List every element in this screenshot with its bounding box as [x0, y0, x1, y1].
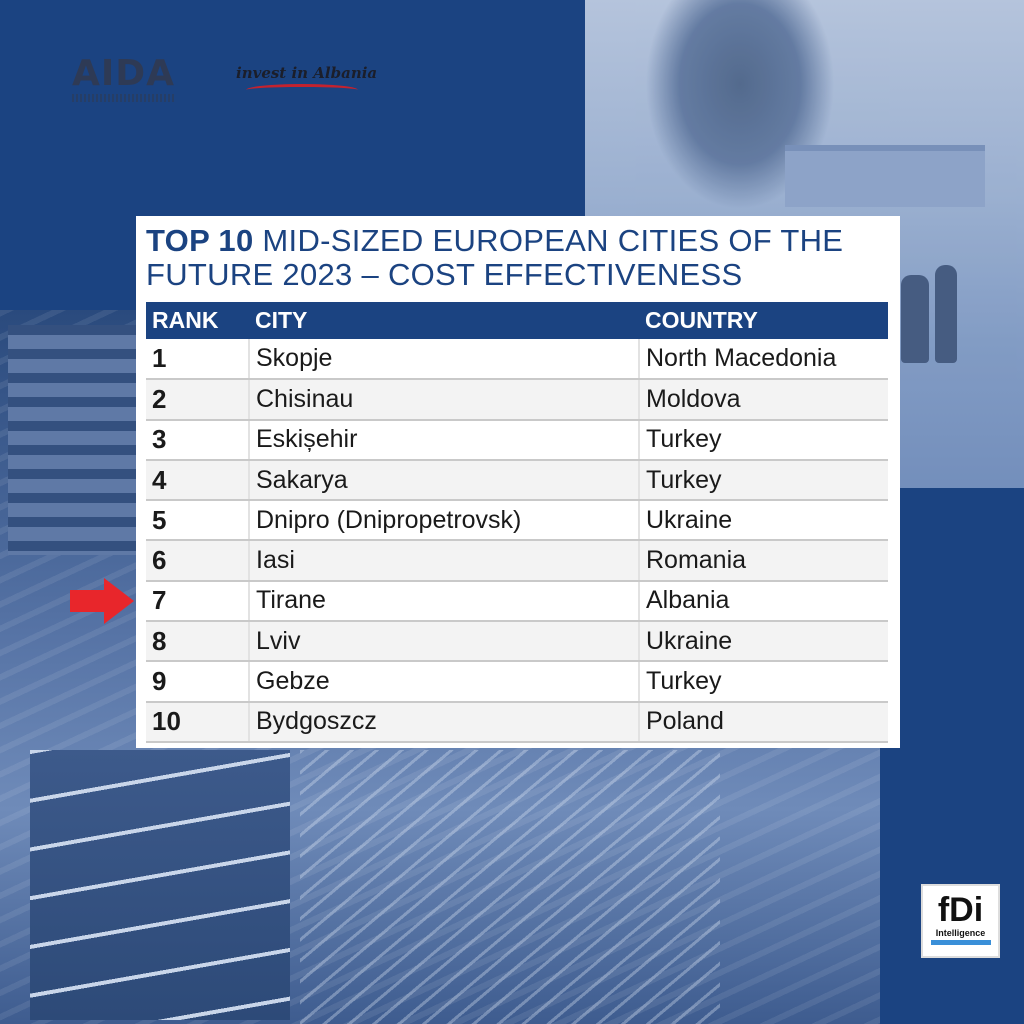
row-country: Albania: [638, 580, 888, 623]
row-rank: 2: [146, 379, 249, 421]
row-country: Ukraine: [638, 621, 888, 663]
ranking-title: TOP 10 MID-SIZED EUROPEAN CITIES OF THE …: [146, 224, 890, 292]
pedestrian-figure: [901, 275, 929, 363]
aida-logo: AIDA: [72, 56, 180, 106]
row-rank: 5: [146, 500, 249, 542]
row-country: Turkey: [638, 661, 888, 703]
invest-in-albania-logo: invest in Albania: [236, 64, 378, 100]
invest-logo-swoosh: [246, 84, 358, 96]
row-country: North Macedonia: [638, 339, 888, 381]
table-row: 8 Lviv Ukraine: [146, 621, 888, 663]
row-country: Poland: [638, 701, 888, 743]
ramp-shape: [300, 750, 720, 1024]
fdi-intelligence-logo: fDi Intelligence: [921, 884, 1000, 958]
tower-shape: [8, 325, 138, 555]
row-country: Turkey: [638, 459, 888, 502]
table-row-highlighted: 7 Tirane Albania: [146, 580, 888, 623]
row-city: Iasi: [248, 540, 639, 582]
row-country: Ukraine: [638, 500, 888, 542]
row-rank: 6: [146, 540, 249, 582]
row-rank: 9: [146, 661, 249, 703]
row-rank: 7: [146, 580, 249, 623]
arrow-right-icon: [70, 578, 134, 624]
ranking-title-rest: MID-SIZED EUROPEAN CITIES OF THE FUTURE …: [146, 223, 844, 292]
table-row: 6 Iasi Romania: [146, 540, 888, 582]
row-city: Bydgoszcz: [248, 701, 639, 743]
aida-logo-tagline: [72, 94, 176, 102]
pedestrian-figure: [935, 265, 957, 363]
row-city: Dnipro (Dnipropetrovsk): [248, 500, 639, 542]
row-country: Romania: [638, 540, 888, 582]
table-row: 9 Gebze Turkey: [146, 661, 888, 703]
table-row: 2 Chisinau Moldova: [146, 379, 888, 421]
aida-logo-word: AIDA: [72, 53, 175, 94]
table-row: 10 Bydgoszcz Poland: [146, 701, 888, 743]
table-row: 3 Eskișehir Turkey: [146, 419, 888, 461]
ranking-table: RANK CITY COUNTRY 1 Skopje North Macedon…: [146, 302, 888, 743]
row-rank: 4: [146, 459, 249, 502]
fdi-logo-mark: fDi: [937, 891, 984, 929]
fdi-logo-subtitle: Intelligence: [935, 928, 986, 938]
row-country: Turkey: [638, 419, 888, 461]
table-row: 1 Skopje North Macedonia: [146, 339, 888, 381]
row-rank: 1: [146, 339, 249, 381]
header-rank: RANK: [152, 307, 219, 333]
table-header-row: RANK CITY COUNTRY: [146, 302, 888, 339]
row-city: Gebze: [248, 661, 639, 703]
row-country: Moldova: [638, 379, 888, 421]
row-rank: 10: [146, 701, 249, 743]
row-rank: 3: [146, 419, 249, 461]
header-country: COUNTRY: [645, 307, 758, 333]
row-city: Chisinau: [248, 379, 639, 421]
row-city: Eskișehir: [248, 419, 639, 461]
row-city: Skopje: [248, 339, 639, 381]
table-row: 4 Sakarya Turkey: [146, 459, 888, 502]
row-city: Sakarya: [248, 459, 639, 502]
stairs-shape: [30, 750, 290, 1020]
fdi-logo-bar: [930, 940, 991, 945]
ranking-card: TOP 10 MID-SIZED EUROPEAN CITIES OF THE …: [136, 216, 900, 748]
building-shape: [785, 145, 985, 207]
row-rank: 8: [146, 621, 249, 663]
header-city: CITY: [255, 307, 308, 333]
row-city: Tirane: [248, 580, 639, 623]
invest-logo-text: invest in Albania: [236, 64, 378, 82]
ranking-title-bold: TOP 10: [146, 223, 254, 258]
table-row: 5 Dnipro (Dnipropetrovsk) Ukraine: [146, 500, 888, 542]
row-city: Lviv: [248, 621, 639, 663]
